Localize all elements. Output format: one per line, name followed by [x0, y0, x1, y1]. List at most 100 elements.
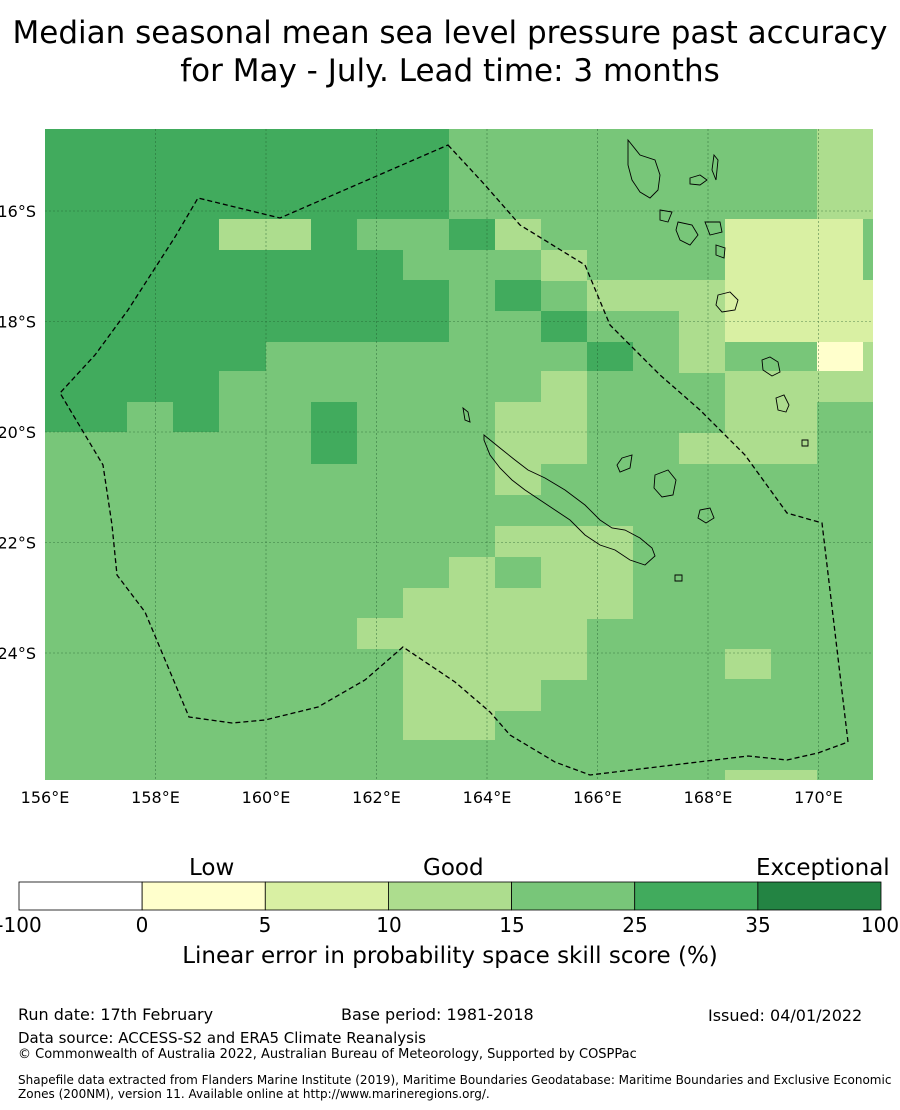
island-outline	[801, 439, 809, 447]
skill-cell	[357, 219, 449, 250]
skill-cell	[45, 129, 449, 219]
skill-cell	[725, 371, 817, 433]
lat-tick-label: 20°S	[0, 423, 36, 442]
colorbar-tick: 100	[860, 913, 900, 937]
colorbar-tick: 0	[135, 913, 149, 937]
skill-cell	[725, 770, 817, 780]
gridlines	[45, 129, 873, 780]
lat-tick-label: 22°S	[0, 534, 36, 553]
lon-tick-label: 162°E	[352, 788, 401, 807]
skill-cell	[817, 129, 873, 219]
island-outline	[715, 291, 739, 313]
shapefile-credit: Shapefile data extracted from Flanders M…	[18, 1073, 892, 1101]
lon-tick-label: 166°E	[573, 788, 622, 807]
lon-tick-label: 156°E	[21, 788, 70, 807]
skill-cell	[495, 280, 541, 311]
lon-tick-label: 164°E	[463, 788, 512, 807]
skill-cell	[863, 342, 873, 371]
lat-tick-label: 24°S	[0, 644, 36, 663]
island-outline	[659, 209, 673, 223]
issued-date: Issued: 04/01/2022	[708, 1006, 863, 1025]
data-source: Data source: ACCESS-S2 and ERA5 Climate …	[18, 1029, 426, 1047]
colorbar-category-exceptional: Exceptional	[756, 855, 890, 881]
lat-tick-label: 18°S	[0, 313, 36, 332]
island-outline	[697, 507, 715, 524]
skill-cell	[587, 280, 679, 311]
colorbar-tick: 35	[745, 913, 771, 937]
lon-tick-label: 168°E	[684, 788, 733, 807]
island-outline	[711, 153, 719, 181]
skill-cell	[219, 250, 403, 280]
island-outline	[653, 469, 677, 498]
skill-cell	[495, 464, 541, 495]
island-outline	[483, 434, 656, 566]
skill-cell	[541, 250, 587, 281]
copyright: © Commonwealth of Australia 2022, Austra…	[18, 1047, 637, 1062]
island-outline	[616, 454, 633, 473]
coastlines	[462, 138, 809, 582]
island-outline	[462, 406, 471, 423]
skill-cell	[495, 526, 633, 557]
run-date: Run date: 17th February	[18, 1005, 214, 1024]
colorbar-tick: 25	[622, 913, 648, 937]
skill-cell	[725, 219, 863, 342]
skill-cell	[863, 280, 873, 342]
skill-cell	[403, 588, 633, 619]
skill-cell	[219, 342, 266, 371]
map-figure: 156°E 158°E 160°E 162°E 164°E 166°E 168°E 170°E…	[0, 129, 873, 807]
colorbar-label: Linear error in probability space skill …	[182, 943, 718, 969]
island-outline	[627, 138, 661, 199]
colorbar-category-low: Low	[189, 855, 235, 881]
skill-cell	[541, 371, 587, 402]
skill-cell	[679, 280, 725, 373]
island-outline	[761, 356, 781, 377]
skill-cell	[449, 219, 495, 250]
colorbar-segment	[264, 881, 389, 911]
colorbar-segment	[141, 881, 266, 911]
colorbar-tick: -100	[0, 913, 42, 937]
colorbar-category-good: Good	[423, 855, 484, 881]
skill-cell	[541, 557, 633, 588]
skill-cell	[817, 342, 863, 371]
skill-cell	[357, 618, 587, 649]
skill-cell	[311, 402, 357, 464]
eez-boundary	[59, 144, 849, 776]
colorbar-segment	[757, 881, 882, 911]
skill-cell	[817, 371, 873, 402]
colorbar-segment	[634, 881, 759, 911]
skill-cell	[403, 649, 587, 680]
island-outline	[674, 574, 683, 582]
colorbar-tick: 10	[376, 913, 402, 937]
island-outline	[704, 221, 723, 236]
skill-cell	[495, 219, 541, 250]
colorbar-segment	[511, 881, 636, 911]
skill-cell	[587, 342, 633, 371]
skill-cell	[449, 557, 495, 588]
skill-cell	[127, 402, 173, 433]
island-outline	[775, 394, 790, 413]
lon-tick-label: 170°E	[794, 788, 843, 807]
skill-cell	[541, 311, 587, 342]
lon-tick-label: 158°E	[131, 788, 180, 807]
island-outline	[689, 174, 708, 186]
skill-cell	[403, 710, 495, 740]
skill-cell	[219, 280, 449, 342]
lat-tick-label: 16°S	[0, 202, 36, 221]
skill-cell	[725, 649, 771, 679]
map-title: Median seasonal mean sea level pressure …	[12, 15, 888, 89]
skill-cell	[45, 219, 219, 432]
skill-cell	[495, 402, 587, 464]
lon-tick-label: 160°E	[242, 788, 291, 807]
island-outline	[675, 221, 699, 246]
colorbar-tick: 15	[499, 913, 525, 937]
colorbar	[18, 881, 882, 911]
colorbar-tick: 5	[258, 913, 272, 937]
base-period: Base period: 1981-2018	[341, 1005, 534, 1024]
colorbar-segment	[18, 881, 143, 911]
skill-cells	[45, 129, 873, 780]
island-outline	[715, 244, 726, 259]
skill-cell	[403, 680, 541, 711]
skill-cell	[219, 219, 311, 250]
colorbar-segment	[388, 881, 512, 911]
map-svg: 156°E 158°E 160°E 162°E 164°E 166°E 168°E 170°E…	[0, 129, 873, 807]
